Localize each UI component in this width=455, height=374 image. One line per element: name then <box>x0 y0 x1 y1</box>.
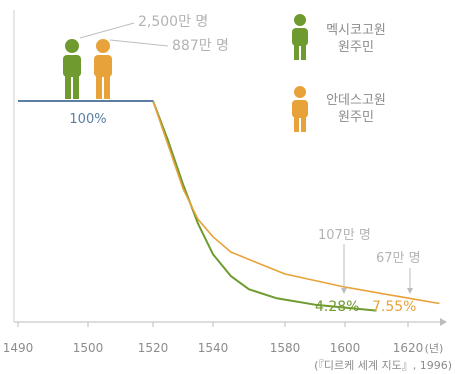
legend-icon-body-andes <box>292 100 308 118</box>
legend-label-andes-line2: 원주민 <box>338 110 374 125</box>
series-line-1 <box>18 100 377 312</box>
baseline-label: 100% <box>69 112 106 127</box>
mexico-end-label: 4.28% <box>315 299 359 315</box>
andes-person-icon-head <box>96 39 110 53</box>
mexico-person-icon-head <box>65 39 79 53</box>
andes-end-label: 7.55% <box>372 299 416 315</box>
x-tick-label: 1600 <box>330 341 361 355</box>
mexico-person-icon-right-leg <box>73 75 79 99</box>
x-tick-label: 1540 <box>198 341 229 355</box>
legend-icon-leg-r-mexico <box>301 44 306 60</box>
legend-icon-leg-l-andes <box>294 116 299 132</box>
mexico-start-label: 2,500만 명 <box>138 14 208 30</box>
andes-person-icon-body <box>94 55 112 77</box>
source-note: (『디르케 세계 지도』, 1996) <box>314 359 452 372</box>
legend-label-andes-line1: 안데스고원 <box>326 93 386 108</box>
legend-label-mexico-line2: 원주민 <box>338 40 374 55</box>
mexico-person-icon <box>63 39 81 99</box>
x-tick-label: 1520 <box>138 341 169 355</box>
series-line-2 <box>18 100 440 305</box>
andes-person-icon-right-leg <box>104 75 110 99</box>
x-tick-label: 1580 <box>270 341 301 355</box>
mexico-person-icon-body <box>63 55 81 77</box>
andes-end-annotation: 67만 명 <box>376 251 421 266</box>
x-tick-label: 1500 <box>73 341 104 355</box>
x-axis-unit: (년) <box>425 342 444 355</box>
legend-icon-head-mexico <box>294 14 306 26</box>
x-tick-label: 1620 <box>393 341 424 355</box>
x-axis-arrow <box>440 318 447 326</box>
start-leader-2 <box>109 39 169 47</box>
series-layer <box>18 100 440 312</box>
andes-person-icon-left-leg <box>96 75 102 99</box>
x-tick-label: 1490 <box>3 341 34 355</box>
mexico-end-arrow <box>341 288 347 294</box>
start-leader-1 <box>79 22 135 39</box>
mexico-end-annotation: 107만 명 <box>318 228 371 243</box>
andes-end-arrow <box>407 288 413 294</box>
andes-person-icon <box>94 39 112 99</box>
andes-start-label: 887만 명 <box>172 38 229 54</box>
mexico-person-icon-left-leg <box>65 75 71 99</box>
legend-icon-head-andes <box>294 86 306 98</box>
axis-layer: 1490 1500 1520 1540 1580 1600 1620 (년) <box>3 10 447 355</box>
label-layer: 100% 2,500만 명 887만 명 107만 명 67만 명 4.28% 7.55% (… <box>63 14 452 372</box>
legend-icon-body-mexico <box>292 28 308 46</box>
legend-icon-leg-l-mexico <box>294 44 299 60</box>
legend-label-mexico-line1: 멕시코고원 <box>326 23 386 38</box>
legend-icon-leg-r-andes <box>301 116 306 132</box>
